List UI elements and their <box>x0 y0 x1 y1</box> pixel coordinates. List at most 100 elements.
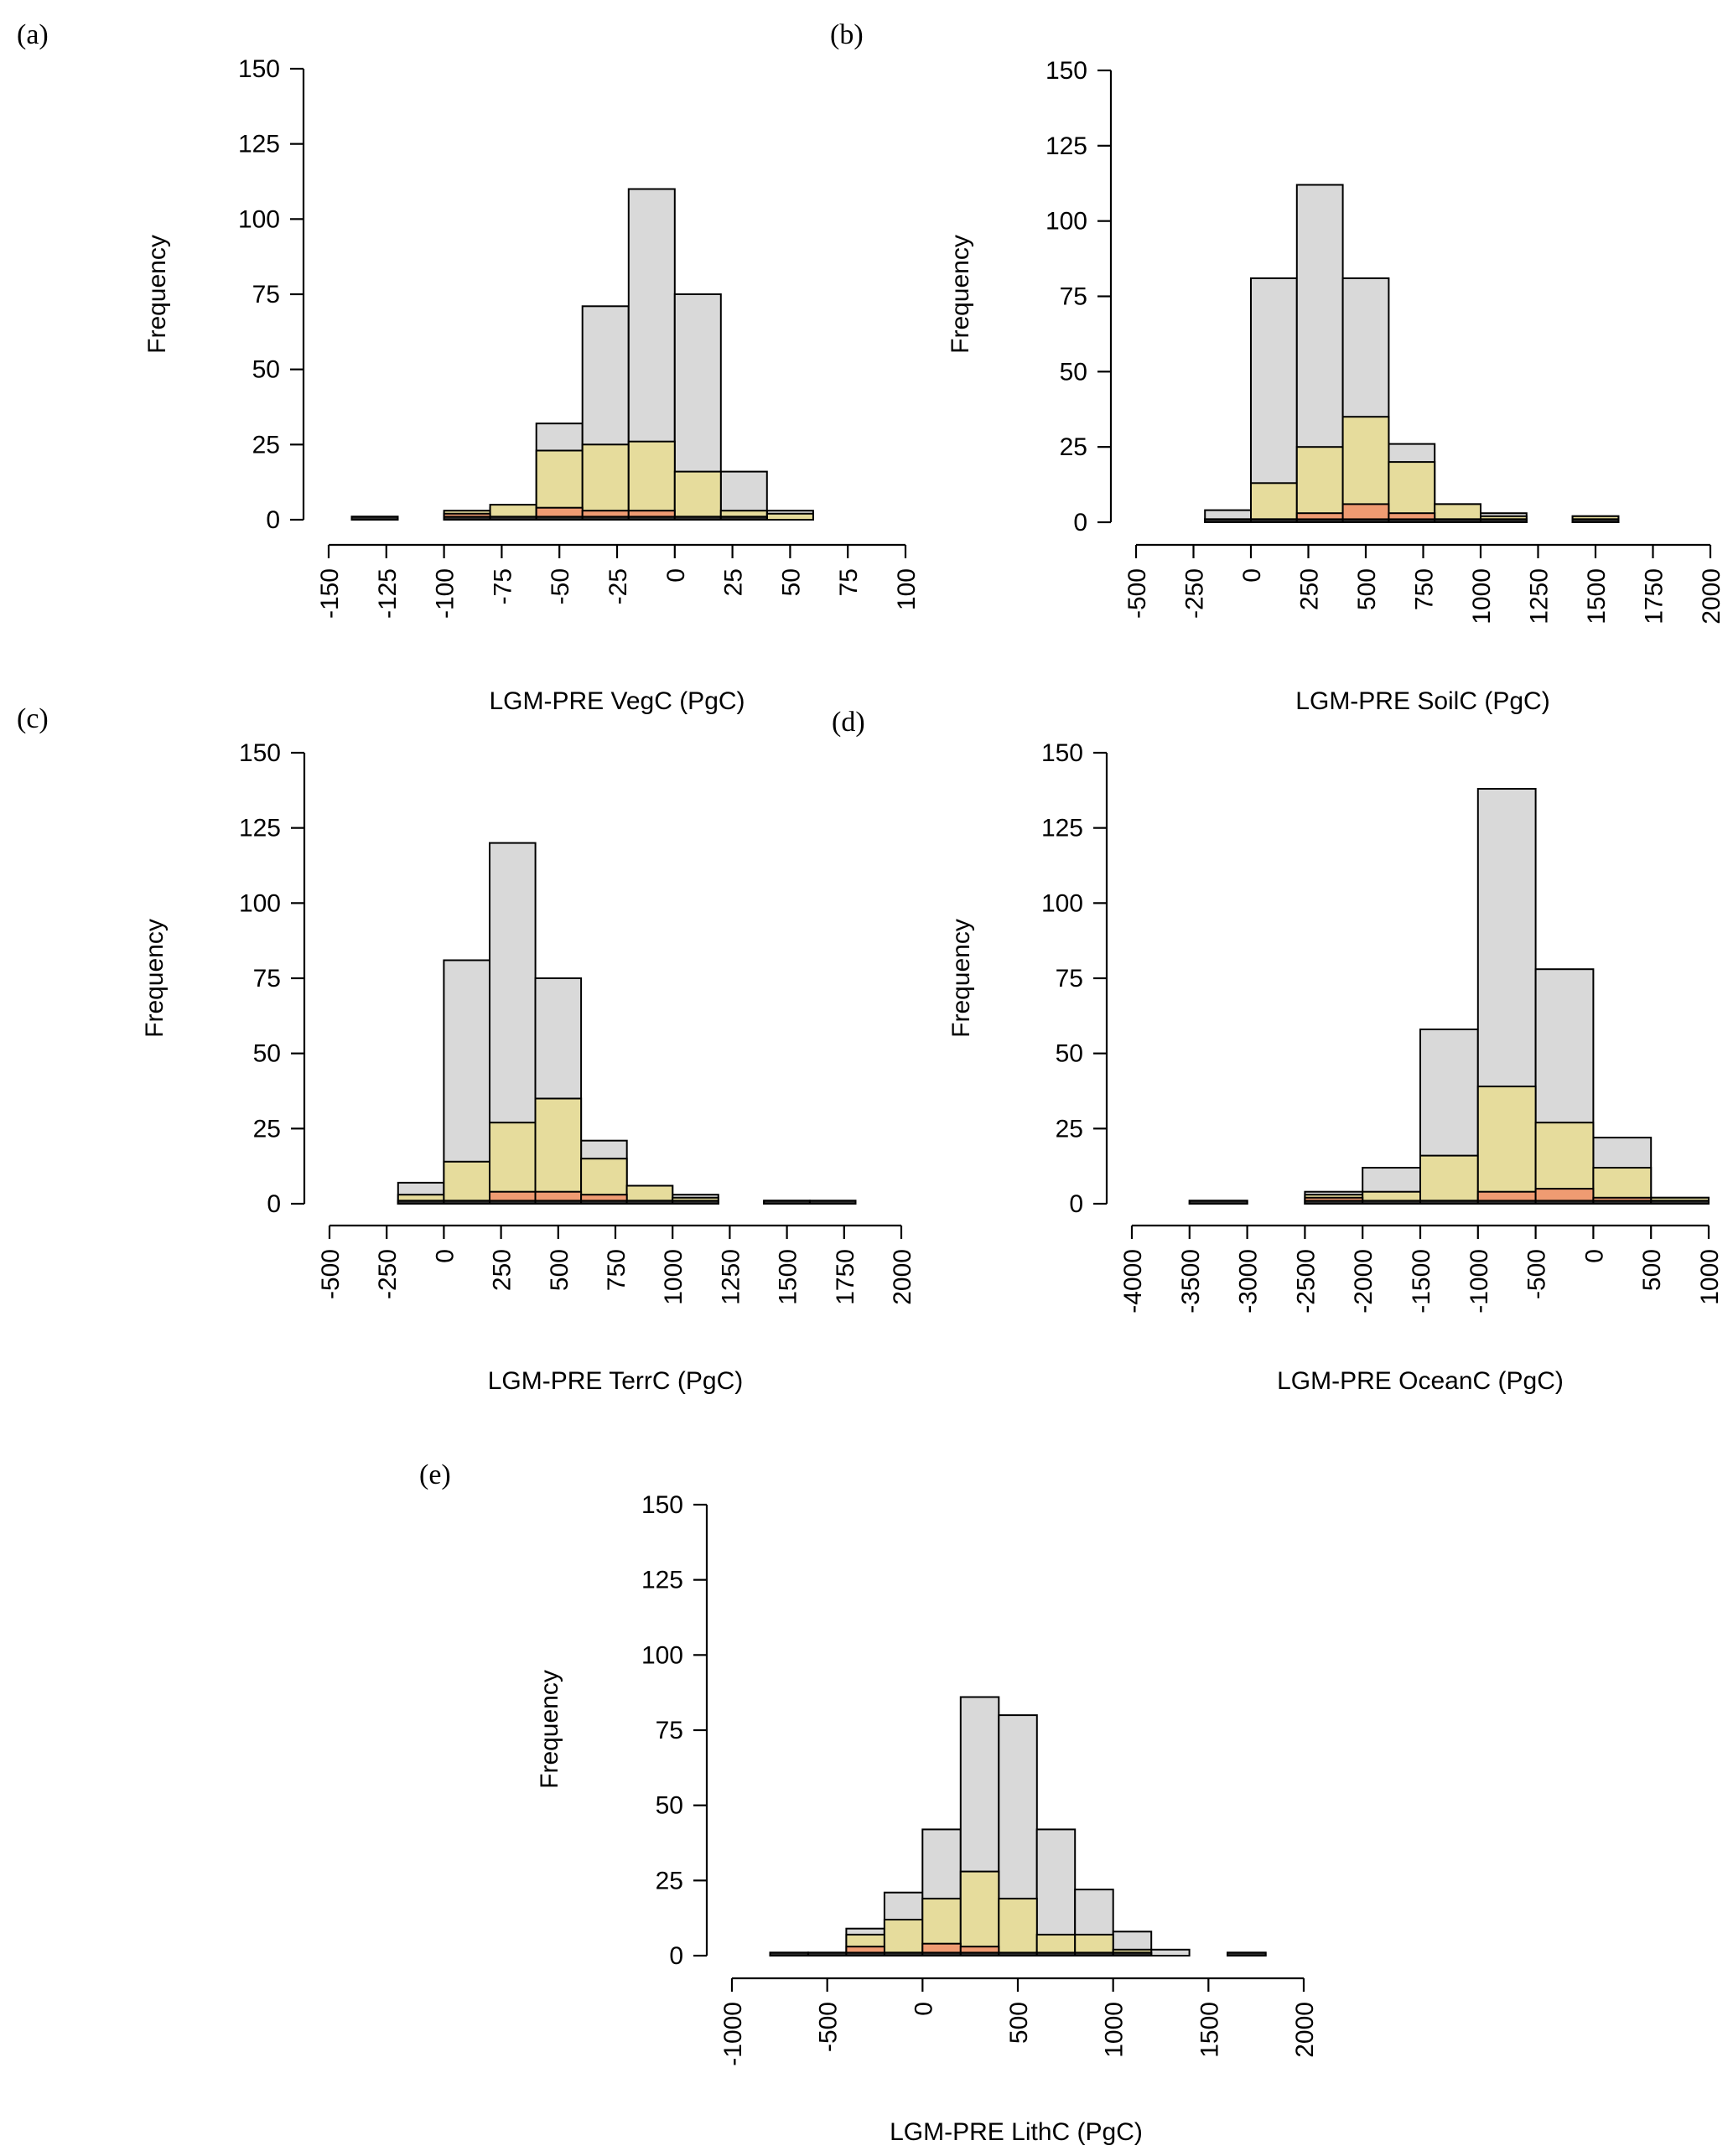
x-tick-label: 500 <box>1638 1249 1666 1291</box>
y-tick-label: 50 <box>1056 1040 1083 1068</box>
bar-other-bin-8 <box>763 1200 811 1205</box>
y-tick-label: 50 <box>252 356 280 384</box>
y-tick-label: 150 <box>641 1491 683 1519</box>
x-tick-label: -100 <box>432 568 459 619</box>
y-tick-label: 75 <box>252 281 280 308</box>
y-tick-label: 25 <box>1056 1115 1083 1143</box>
x-tick-label: 1750 <box>832 1249 859 1305</box>
x-tick-label: 750 <box>1411 568 1439 610</box>
x-tick-label: 0 <box>431 1249 459 1263</box>
bar-other-bin-4 <box>1388 518 1436 524</box>
y-tick-label: 75 <box>1056 965 1083 992</box>
y-axis-title: Frequency <box>143 235 171 354</box>
x-tick-label: -75 <box>489 568 516 604</box>
x-tick-label: 1500 <box>1583 568 1611 625</box>
x-tick-label: 25 <box>720 568 748 596</box>
bar-constrained-bin-4 <box>1388 461 1436 523</box>
x-tick-label: 0 <box>662 568 690 583</box>
bar-other-bin-5 <box>959 1951 1000 1956</box>
bar-other-bin-3 <box>534 1200 583 1205</box>
y-axis-title: Frequency <box>536 1670 563 1789</box>
bar-constrained-bin-6 <box>627 440 676 521</box>
x-tick-label: -4000 <box>1119 1249 1147 1314</box>
bar-other-bin-7 <box>1592 1200 1653 1205</box>
y-tick-label: 25 <box>656 1867 683 1894</box>
bars <box>350 188 814 521</box>
y-tick-label: 75 <box>253 965 281 992</box>
panel-c: (c) 0 25 50 75 100 125 150 -500 -250 0 250 500 750 1… <box>17 703 916 1395</box>
bar-constrained-bin-7 <box>673 470 722 521</box>
bar-other-bin-6 <box>1480 518 1528 524</box>
x-tick-label: -1500 <box>1408 1249 1435 1314</box>
x-tick-label: -150 <box>316 568 344 619</box>
bar-constrained-bin-5 <box>1476 1086 1537 1205</box>
x-tick-label: 1000 <box>660 1249 687 1305</box>
bar-constrained-bin-5 <box>959 1870 1000 1957</box>
y-tick-label: 50 <box>656 1792 683 1820</box>
bars <box>397 842 857 1205</box>
bar-constrained-bin-4 <box>1419 1154 1479 1205</box>
panel-label: (e) <box>419 1459 451 1490</box>
bar-other-bin-8 <box>1571 518 1620 524</box>
x-tick-label: 1250 <box>1526 568 1554 625</box>
y-axis-title: Frequency <box>947 919 975 1038</box>
y-tick-label: 100 <box>641 1641 683 1669</box>
bar-constrained-bin-5 <box>581 443 630 521</box>
y-tick-label: 100 <box>1046 208 1087 236</box>
bar-other-bin-5 <box>1434 518 1481 524</box>
y-axis: 0 25 50 75 100 125 150 <box>239 739 306 1218</box>
y-axis-title: Frequency <box>947 235 974 354</box>
y-tick-label: 150 <box>239 739 281 767</box>
bar-other-bin-2 <box>845 1951 885 1956</box>
y-tick-label: 0 <box>267 1190 281 1218</box>
bar-other-bin-3 <box>489 516 537 521</box>
bar-other-bin-5 <box>581 516 630 521</box>
bar-constrained-bin-2 <box>1295 446 1344 524</box>
x-tick-label: -500 <box>317 1249 345 1299</box>
bar-other-bin-1 <box>443 1200 491 1205</box>
x-tick-label: 100 <box>893 568 921 610</box>
bar-other-bin-2 <box>1295 518 1344 524</box>
x-axis: -500 -250 0 250 500 750 1000 1250 1500 1750 2000 <box>1123 543 1725 625</box>
x-axis-title: LGM-PRE SoilC (PgC) <box>1295 687 1549 715</box>
bar-other-bin-1 <box>1250 518 1298 524</box>
bar-other-bin-5 <box>625 1200 674 1205</box>
y-tick-label: 0 <box>669 1942 683 1970</box>
x-tick-label: -3500 <box>1177 1249 1205 1314</box>
y-axis: 0 25 50 75 100 125 150 <box>1046 57 1113 536</box>
x-tick-label: 2000 <box>1698 568 1725 625</box>
x-tick-label: -2500 <box>1292 1249 1320 1314</box>
bar-other-bin-7 <box>1035 1951 1077 1956</box>
x-axis-title: LGM-PRE OceanC (PgC) <box>1277 1367 1564 1395</box>
bar-other-bin-6 <box>627 516 676 521</box>
y-tick-label: 25 <box>1060 433 1087 461</box>
bar-other-bin-3 <box>1341 518 1390 524</box>
y-tick-label: 25 <box>253 1115 281 1143</box>
bar-other-bin-6 <box>998 1951 1038 1956</box>
x-tick-label: 50 <box>777 568 805 596</box>
y-axis-title: Frequency <box>141 919 169 1038</box>
x-axis: -4000 -3500 -3000 -2500 -2000 -1500 -1000 -500 0… <box>1119 1224 1724 1314</box>
x-tick-label: -25 <box>604 568 632 604</box>
x-axis-title: LGM-PRE LithC (PgC) <box>890 2118 1143 2146</box>
panel-e: (e) 0 25 50 75 100 125 150 -1000 -500 0 500 1000 15… <box>419 1459 1319 2146</box>
bar-other-bin-1 <box>807 1951 848 1956</box>
bar-other-bin-3 <box>883 1951 924 1956</box>
x-tick-label: -250 <box>374 1249 402 1299</box>
x-tick-label: 500 <box>1005 2002 1033 2044</box>
x-tick-label: 1000 <box>1101 2002 1129 2058</box>
bar-other-bin-8 <box>1074 1951 1114 1956</box>
bar-other-bin-9 <box>808 1200 857 1205</box>
panel-b: (b) 0 25 50 75 100 125 150 -500 -250 0 250 500 750 1… <box>830 19 1725 715</box>
x-tick-label: 750 <box>603 1249 630 1291</box>
bar-other-bin-8 <box>1650 1200 1710 1205</box>
bar-constrained-bin-3 <box>883 1919 924 1956</box>
y-tick-label: 150 <box>1041 739 1083 767</box>
bar-constrained-bin-3 <box>534 1097 583 1205</box>
bars <box>1204 184 1620 524</box>
y-tick-label: 0 <box>266 506 280 534</box>
x-tick-label: -1000 <box>719 2002 747 2066</box>
y-tick-label: 125 <box>238 131 280 158</box>
x-tick-label: 0 <box>910 2002 937 2016</box>
x-tick-label: -500 <box>1523 1249 1551 1299</box>
